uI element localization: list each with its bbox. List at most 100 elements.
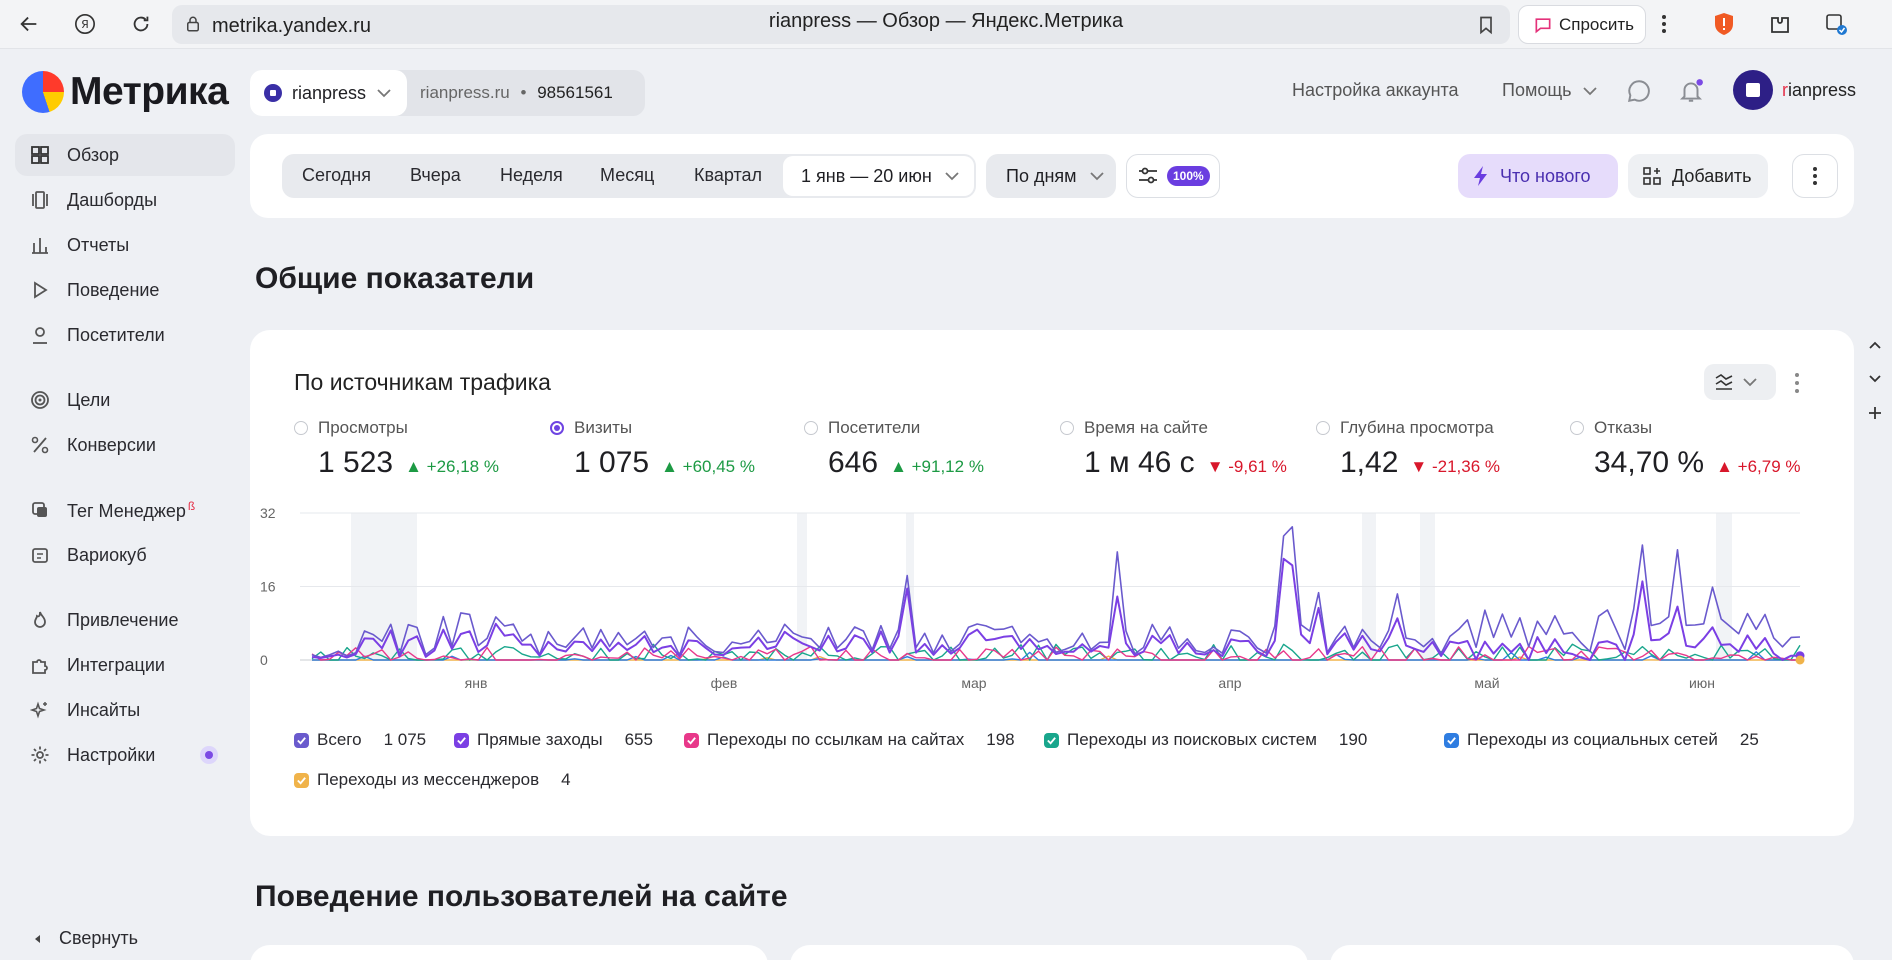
metric-3[interactable]: Время на сайте 1 м 46 с ▼ -9,61 % <box>1060 418 1287 480</box>
sidebar-item-conversions[interactable]: Конверсии <box>15 424 235 466</box>
sidebar-item-tag-manager[interactable]: Тег Менеджер ß <box>15 489 235 531</box>
checkbox-icon[interactable] <box>294 772 309 788</box>
chat-icon[interactable] <box>1626 78 1652 104</box>
checkbox-icon[interactable] <box>684 732 699 748</box>
lock-icon <box>187 16 199 32</box>
series-line <box>311 526 1801 659</box>
help-menu[interactable]: Помощь <box>1502 80 1598 101</box>
reload-icon[interactable] <box>126 9 156 39</box>
extension-icon[interactable] <box>1766 10 1794 38</box>
ask-button[interactable]: Спросить <box>1518 5 1646 44</box>
collapse-label: Свернуть <box>59 928 138 948</box>
sidebar-item-variocube[interactable]: Вариокуб <box>15 534 235 576</box>
metric-radio[interactable] <box>550 421 564 435</box>
metric-delta: ▼ -9,61 % <box>1206 457 1287 476</box>
period-today[interactable]: Сегодня <box>302 165 371 185</box>
metric-radio[interactable] <box>1316 421 1330 435</box>
legend-item[interactable]: Переходы из социальных сетей 25 <box>1444 730 1759 750</box>
counter-site: rianpress.ru <box>420 83 510 102</box>
add-button[interactable]: Добавить <box>1628 154 1768 198</box>
legend-item[interactable]: Переходы по ссылкам на сайтах 198 <box>684 730 1015 750</box>
metric-radio[interactable] <box>1570 421 1584 435</box>
sidebar-item-behavior[interactable]: Поведение <box>15 269 235 311</box>
ask-icon <box>1535 17 1551 33</box>
avatar[interactable] <box>1733 70 1773 110</box>
grouping-select[interactable]: По дням <box>986 154 1116 198</box>
shield-extension-icon[interactable] <box>1710 10 1738 38</box>
translate-extension-icon[interactable] <box>1822 10 1850 38</box>
triangle-left-icon <box>35 934 40 943</box>
traffic-sources-card: По источникам трафика Просмотры 1 523 ▲ +2… <box>250 330 1854 836</box>
checkbox-icon[interactable] <box>454 732 469 748</box>
sidebar-item-visitors[interactable]: Посетители <box>15 314 235 356</box>
help-label: Помощь <box>1502 80 1572 100</box>
dashboards-icon <box>29 189 51 211</box>
period-yesterday[interactable]: Вчера <box>410 165 461 185</box>
behavior-card-2 <box>790 945 1308 960</box>
counter-icon <box>264 84 282 102</box>
period-quarter[interactable]: Квартал <box>694 165 763 185</box>
beta-mark: ß <box>187 498 196 513</box>
checkbox-icon[interactable] <box>1044 732 1059 748</box>
legend-item[interactable]: Переходы из мессенджеров 4 <box>294 770 571 790</box>
sidebar-item-goals[interactable]: Цели <box>15 379 235 421</box>
address-bar[interactable]: metrika.yandex.ru <box>172 5 1510 44</box>
counter-dropdown[interactable]: rianpress <box>250 70 407 116</box>
sidebar-item-label: Тег Менеджер ß <box>67 498 196 521</box>
metric-0[interactable]: Просмотры 1 523 ▲ +26,18 % <box>294 418 499 480</box>
sidebar-item-acquisition[interactable]: Привлечение <box>15 599 235 641</box>
more-options-button[interactable] <box>1792 154 1838 198</box>
period-month[interactable]: Месяц <box>600 165 655 185</box>
checkbox-icon[interactable] <box>294 732 309 748</box>
yandex-icon[interactable]: Я <box>70 9 100 39</box>
svg-text:Я: Я <box>81 18 89 31</box>
sidebar-item-insights[interactable]: Инсайты <box>15 689 235 731</box>
chevron-down-icon <box>1582 86 1597 95</box>
user-name[interactable]: rianpress <box>1782 80 1857 100</box>
back-arrow-icon[interactable] <box>14 9 44 39</box>
metric-radio[interactable] <box>804 421 818 435</box>
collapse-sidebar-button[interactable]: Свернуть <box>33 928 138 949</box>
metric-label: Отказы <box>1570 418 1801 438</box>
metric-4[interactable]: Глубина просмотра 1,42 ▼ -21,36 % <box>1316 418 1500 480</box>
counter-selector[interactable]: rianpress rianpress.ru • 98561561 <box>250 70 645 116</box>
metrika-logo[interactable]: Метрика <box>22 70 229 114</box>
checkbox-icon[interactable] <box>1444 732 1459 748</box>
sidebar-item-label: Цели <box>67 389 111 410</box>
metric-radio[interactable] <box>294 421 308 435</box>
sidebar-item-reports[interactable]: Отчеты <box>15 224 235 266</box>
sidebar-item-integrations[interactable]: Интеграции <box>15 644 235 686</box>
legend-item[interactable]: Всего 1 075 <box>294 730 426 750</box>
chevron-down-icon <box>1089 172 1104 181</box>
legend-item[interactable]: Переходы из поисковых систем 190 <box>1044 730 1367 750</box>
sampling-filter-button[interactable]: 100% <box>1126 154 1220 198</box>
chart-type-select[interactable] <box>1704 364 1776 400</box>
whats-new-button[interactable]: Что нового <box>1458 154 1618 198</box>
kebab-menu-icon[interactable] <box>1650 10 1678 38</box>
account-settings-link[interactable]: Настройка аккаунта <box>1292 80 1459 100</box>
counter-name: rianpress <box>292 82 367 103</box>
card-menu-icon[interactable] <box>1787 370 1807 396</box>
y-tick-label: 32 <box>260 505 276 521</box>
add-widget-button[interactable] <box>1862 400 1888 426</box>
metric-label: Глубина просмотра <box>1316 418 1500 438</box>
sidebar-item-settings[interactable]: Настройки <box>15 734 235 776</box>
metric-2[interactable]: Посетители 646 ▲ +91,12 % <box>804 418 984 480</box>
bell-icon[interactable] <box>1678 78 1704 104</box>
period-week[interactable]: Неделя <box>500 165 563 185</box>
bookmark-icon[interactable] <box>1476 14 1496 36</box>
date-range-select[interactable]: 1 янв — 20 июн <box>783 156 974 196</box>
settings-notification-badge <box>200 746 218 764</box>
target-icon <box>29 389 51 411</box>
scroll-up-button[interactable] <box>1862 332 1888 358</box>
scroll-down-button[interactable] <box>1862 366 1888 392</box>
sidebar-item-dashboards[interactable]: Дашборды <box>15 179 235 221</box>
metric-1[interactable]: Визиты 1 075 ▲ +60,45 % <box>550 418 755 480</box>
sidebar-item-overview[interactable]: Обзор <box>15 134 235 176</box>
metric-5[interactable]: Отказы 34,70 % ▲ +6,79 % <box>1570 418 1801 480</box>
metric-delta: ▲ +91,12 % <box>890 457 984 476</box>
kebab-menu-icon <box>1813 167 1817 185</box>
legend-item[interactable]: Прямые заходы 655 <box>454 730 653 750</box>
metric-radio[interactable] <box>1060 421 1074 435</box>
metric-label: Просмотры <box>294 418 499 438</box>
